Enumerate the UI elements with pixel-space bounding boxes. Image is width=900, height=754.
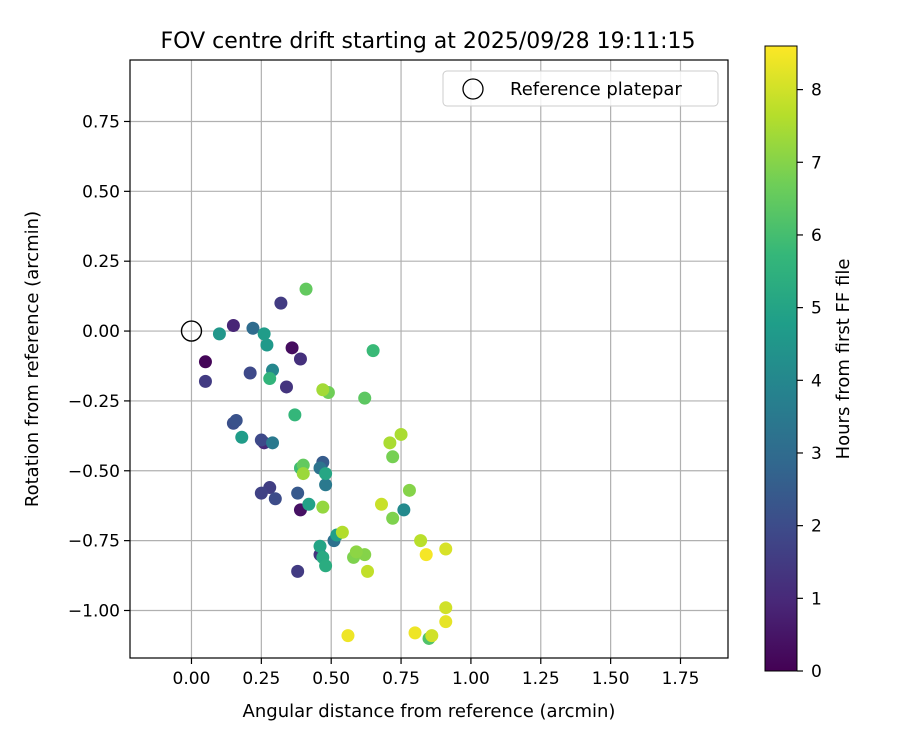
data-point [361, 564, 375, 578]
legend-reference-marker [462, 78, 484, 100]
data-point [374, 497, 388, 511]
x-axis-ticks: 0.00 0.25 0.50 0.75 1.00 1.25 1.50 1.75 [173, 658, 700, 689]
data-point [246, 321, 260, 335]
data-point [383, 436, 397, 450]
legend-box [442, 70, 719, 107]
colorbar-tick-label: 3 [811, 444, 822, 464]
data-point [266, 436, 280, 450]
legend-entry-reference: Reference platepar [510, 79, 682, 100]
data-point [349, 545, 363, 559]
data-point [316, 500, 330, 514]
x-tick-label: 0.50 [312, 669, 350, 689]
y-tick-label: 0.75 [82, 112, 120, 132]
data-point [386, 450, 400, 464]
data-point [408, 626, 422, 640]
x-tick-label: 0.75 [382, 669, 420, 689]
colorbar-tick-label: 6 [811, 226, 822, 246]
y-tick-label: 0.25 [82, 252, 120, 272]
data-points [198, 282, 453, 645]
data-point [229, 413, 243, 427]
data-point [419, 548, 433, 562]
chart-title: FOV centre drift starting at 2025/09/28 … [161, 29, 696, 54]
plot-frame [129, 59, 729, 659]
x-tick-label: 0.25 [242, 669, 280, 689]
data-point [316, 383, 330, 397]
data-point [254, 433, 268, 447]
data-point [313, 539, 327, 553]
x-tick-label: 1.00 [452, 669, 490, 689]
data-point [439, 542, 453, 556]
y-tick-label: −1.00 [68, 601, 120, 621]
data-point [402, 483, 416, 497]
data-point [257, 327, 271, 341]
grid [130, 60, 728, 658]
colorbar-label: Hours from first FF file [833, 259, 854, 460]
data-point [260, 338, 274, 352]
y-axis-ticks: 0.75 0.50 0.25 0.00 −0.25 −0.50 −0.75 −1.00 [68, 112, 130, 621]
colorbar-tick-label: 5 [811, 299, 822, 319]
colorbar: 0 1 2 3 4 5 6 7 8 Hours from first FF file [764, 45, 854, 682]
data-point [319, 478, 333, 492]
data-point [288, 408, 302, 422]
y-tick-label: −0.25 [68, 392, 120, 412]
data-point [296, 467, 310, 481]
data-point [268, 492, 282, 506]
colorbar-tick-label: 4 [811, 371, 822, 391]
y-tick-label: −0.75 [68, 532, 120, 552]
y-tick-label: 0.00 [82, 322, 120, 342]
data-point [291, 486, 305, 500]
data-point [293, 352, 307, 366]
data-point [358, 391, 372, 405]
reference-marker-layer [180, 320, 203, 342]
data-point [198, 355, 212, 369]
data-point [319, 559, 333, 573]
data-point [299, 282, 313, 296]
legend: Reference platepar [442, 70, 719, 107]
data-point [335, 525, 349, 539]
data-point [285, 341, 299, 355]
y-tick-label: 0.50 [82, 182, 120, 202]
data-point [397, 503, 411, 517]
data-point [254, 486, 268, 500]
data-point [302, 497, 316, 511]
colorbar-tick-label: 1 [811, 589, 822, 609]
data-point [198, 374, 212, 388]
x-tick-label: 1.25 [522, 669, 560, 689]
colorbar-gradient [764, 45, 798, 672]
colorbar-tick-label: 7 [811, 153, 822, 173]
colorbar-tick-label: 0 [811, 662, 822, 682]
data-point [439, 615, 453, 629]
x-tick-label: 1.75 [662, 669, 700, 689]
y-tick-label: −0.50 [68, 462, 120, 482]
x-axis-label: Angular distance from reference (arcmin) [243, 701, 616, 722]
data-point [279, 380, 293, 394]
data-point [341, 629, 355, 643]
data-point [274, 296, 288, 310]
x-tick-label: 1.50 [592, 669, 630, 689]
data-point [366, 344, 380, 358]
colorbar-tick-label: 8 [811, 81, 822, 101]
data-point [212, 327, 226, 341]
reference-platepar-marker [180, 320, 203, 342]
colorbar-tick-label: 2 [811, 517, 822, 537]
colorbar-ticks: 0 1 2 3 4 5 6 7 8 [797, 81, 822, 682]
data-point [425, 629, 439, 643]
data-point [319, 467, 333, 481]
data-point [243, 366, 257, 380]
data-point [291, 564, 305, 578]
data-point [414, 534, 428, 548]
data-point [386, 511, 400, 525]
data-point [394, 427, 408, 441]
data-point [226, 318, 240, 332]
data-point [235, 430, 249, 444]
x-tick-label: 0.00 [173, 669, 211, 689]
data-point [263, 372, 277, 386]
y-axis-label: Rotation from reference (arcmin) [22, 211, 43, 507]
data-point [439, 601, 453, 615]
